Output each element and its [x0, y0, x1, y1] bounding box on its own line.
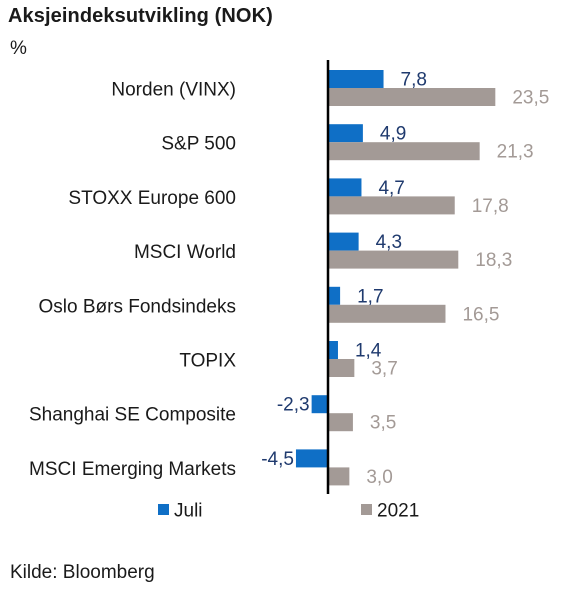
bar-juli — [295, 449, 328, 468]
value-label: 7,8 — [401, 70, 427, 91]
value-label: 3,5 — [370, 413, 396, 434]
category-label: TOPIX — [179, 351, 236, 372]
bar-juli — [328, 124, 363, 143]
bar-2021 — [328, 250, 459, 269]
category-label: Shanghai SE Composite — [29, 405, 236, 426]
legend-label-juli: Juli — [174, 501, 203, 522]
bar-juli — [328, 286, 341, 305]
value-label: -4,5 — [261, 449, 294, 470]
bar-2021 — [328, 359, 355, 377]
value-label: 3,7 — [371, 359, 397, 380]
category-label: MSCI Emerging Markets — [29, 459, 236, 480]
bar-juli — [328, 341, 338, 359]
category-labels-layer: Norden (VINX) S&P 500 STOXX Europe 600 MSCI… — [29, 80, 236, 480]
bar-2021 — [328, 413, 353, 432]
value-label: 4,7 — [378, 178, 404, 199]
category-label: Oslo Børs Fondsindeks — [39, 296, 236, 317]
legend-swatch-2021 — [361, 504, 372, 515]
value-label: 18,3 — [475, 250, 512, 271]
legend-swatch-juli — [158, 504, 169, 515]
bar-juli — [311, 395, 328, 414]
value-label: 21,3 — [497, 142, 534, 163]
value-label: 1,4 — [355, 341, 382, 362]
bar-juli — [328, 70, 384, 88]
value-label: 4,9 — [380, 124, 406, 145]
value-label: 17,8 — [472, 196, 509, 217]
value-label: -2,3 — [277, 395, 310, 416]
bar-2021 — [328, 196, 455, 215]
category-label: MSCI World — [134, 242, 236, 263]
value-label: 3,0 — [366, 467, 392, 488]
value-label: 16,5 — [462, 304, 499, 325]
bar-2021 — [328, 467, 350, 486]
chart-unit-label: % — [10, 38, 27, 59]
value-label: 23,5 — [512, 88, 549, 109]
bar-2021 — [328, 304, 446, 323]
legend: Juli 2021 — [158, 501, 419, 522]
bars-layer — [295, 70, 496, 486]
bar-2021 — [328, 142, 480, 161]
value-label: 4,3 — [376, 232, 402, 253]
value-label: 1,7 — [357, 286, 383, 307]
value-labels-layer: 7,823,54,921,34,717,84,318,31,716,51,43,… — [261, 70, 549, 488]
chart-title: Aksjeindeksutvikling (NOK) — [8, 5, 273, 27]
bar-2021 — [328, 88, 496, 106]
legend-label-2021: 2021 — [377, 501, 419, 522]
category-label: Norden (VINX) — [111, 80, 236, 101]
category-label: S&P 500 — [161, 134, 236, 155]
category-label: STOXX Europe 600 — [68, 188, 236, 209]
source-note: Kilde: Bloomberg — [10, 562, 155, 583]
bar-juli — [328, 178, 362, 197]
bar-juli — [328, 232, 359, 251]
